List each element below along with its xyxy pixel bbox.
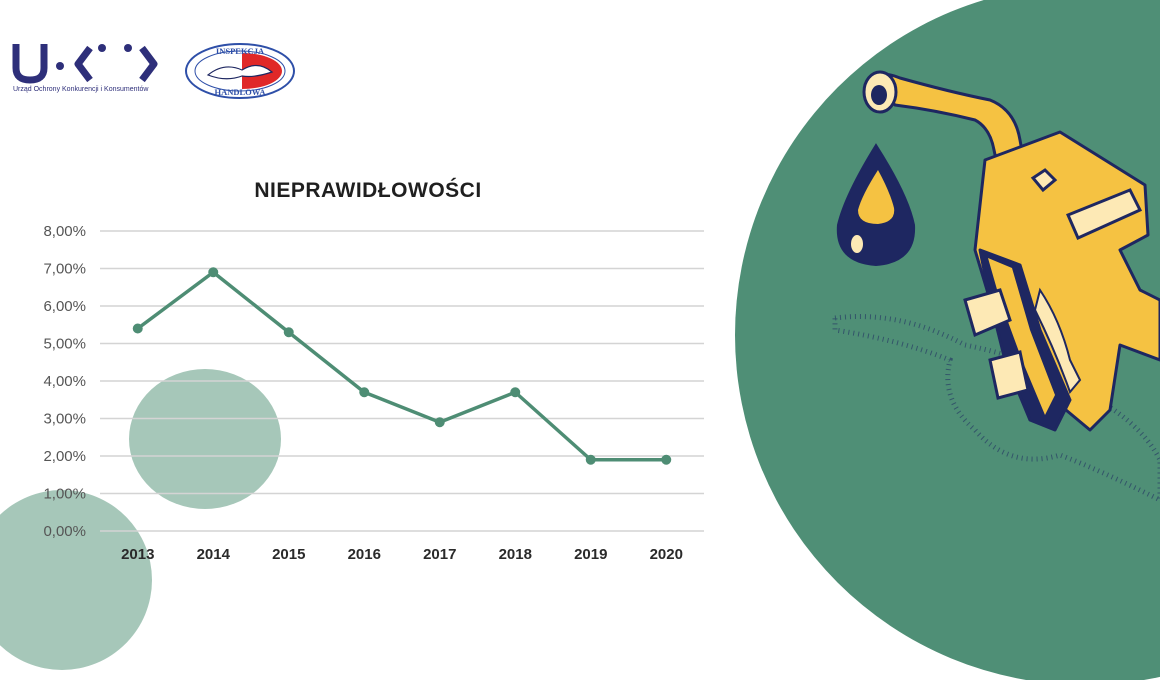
series-line <box>136 270 667 462</box>
mid-light-circle <box>129 369 281 509</box>
data-point <box>510 387 521 398</box>
y-tick-label: 4,00% <box>43 373 86 390</box>
data-points <box>132 267 672 465</box>
data-point <box>585 454 596 465</box>
uokik-logo <box>12 44 158 84</box>
ih-top-text: INSPEKCJA <box>216 46 265 56</box>
y-tick-label: 2,00% <box>43 448 86 465</box>
data-point <box>283 327 294 338</box>
data-point <box>661 454 672 465</box>
data-point <box>359 387 370 398</box>
y-tick-label: 6,00% <box>43 298 86 315</box>
bottom-left-circle <box>0 490 152 670</box>
x-tick-label: 2014 <box>197 546 231 563</box>
ih-bottom-text: HANDLOWA <box>214 87 266 97</box>
chart-grid <box>100 230 704 532</box>
y-tick-label: 5,00% <box>43 336 86 353</box>
y-tick-label: 3,00% <box>43 411 86 428</box>
x-axis-ticks: 2013 2014 2015 2016 2017 2018 2019 2020 <box>121 546 683 563</box>
data-point <box>434 417 445 428</box>
chart-title: NIEPRAWIDŁOWOŚCI <box>254 179 482 202</box>
x-tick-label: 2015 <box>272 546 305 563</box>
x-tick-label: 2020 <box>650 546 683 563</box>
y-axis-ticks: 0,00% 1,00% 2,00% 3,00% 4,00% 5,00% 6,00% 7,00%… <box>43 223 86 540</box>
y-tick-label: 7,00% <box>43 261 86 278</box>
uokik-caption: Urząd Ochrony Konkurencji i Konsumentów <box>13 86 149 93</box>
x-tick-label: 2018 <box>499 546 532 563</box>
data-point <box>132 323 143 334</box>
inspekcja-handlowa-logo: INSPEKCJA HANDLOWA <box>185 43 295 99</box>
x-tick-label: 2017 <box>423 546 456 563</box>
x-tick-label: 2013 <box>121 546 154 563</box>
y-tick-label: 1,00% <box>43 486 86 503</box>
data-point <box>208 267 219 278</box>
y-tick-label: 0,00% <box>43 523 86 540</box>
x-tick-label: 2016 <box>348 546 381 563</box>
x-tick-label: 2019 <box>574 546 607 563</box>
y-tick-label: 8,00% <box>43 223 86 240</box>
